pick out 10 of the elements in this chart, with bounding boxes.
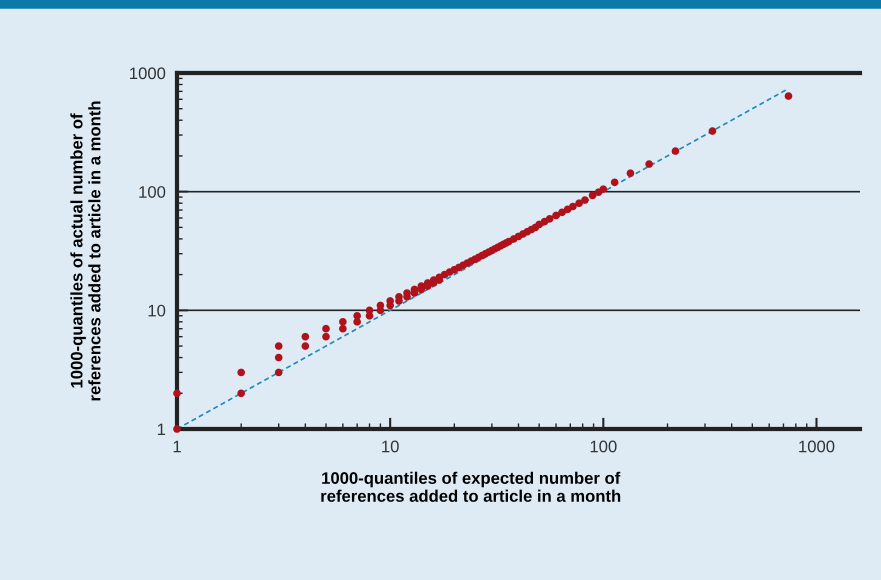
- y-tick-label: 100: [139, 186, 166, 198]
- y-tick-label: 1: [158, 424, 166, 436]
- y-tick-label: 1000: [130, 67, 166, 80]
- x-axis-title: 1000-quantiles of expected number of references added to article in a month: [321, 472, 620, 502]
- x-tick-label: 1: [174, 440, 181, 452]
- y-axis-title: 1000-quantiles of actual number of references added to article in a month: [70, 102, 101, 400]
- y-tick-label: 10: [148, 304, 166, 317]
- x-tick-label: 100: [590, 440, 617, 452]
- x-tick-label: 10: [382, 440, 399, 452]
- x-tick-label: 1000: [799, 440, 834, 452]
